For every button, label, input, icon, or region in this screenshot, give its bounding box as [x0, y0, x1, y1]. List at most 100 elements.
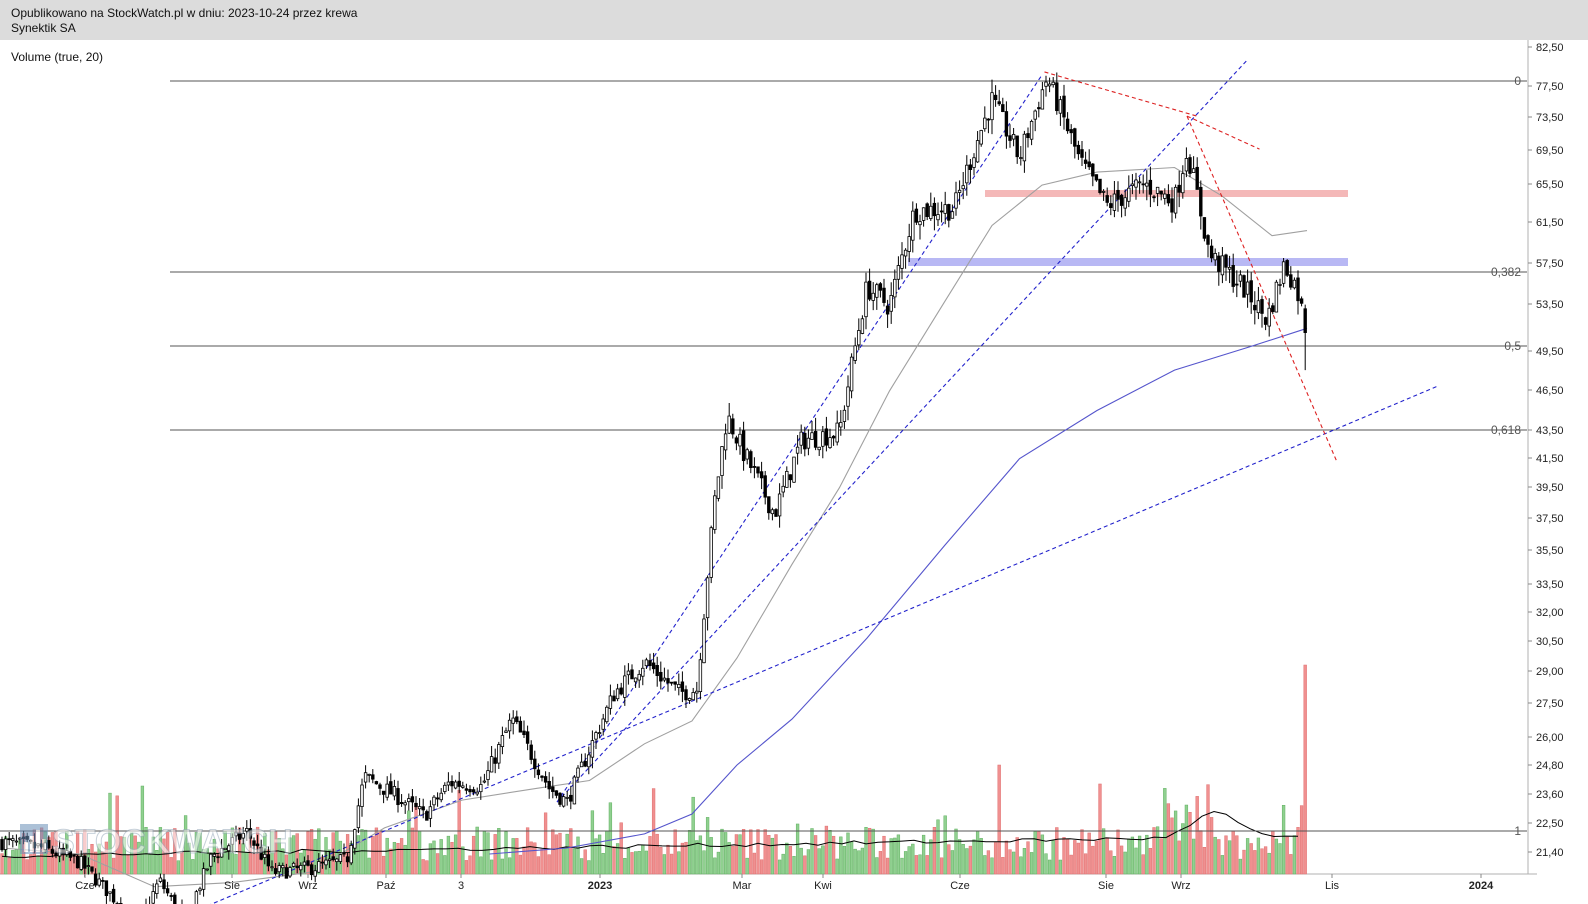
candle [295, 858, 299, 874]
candle [11, 835, 15, 848]
candle [579, 753, 584, 768]
candle [234, 825, 238, 842]
volume-bar [1065, 839, 1070, 875]
volume-bar [500, 858, 505, 875]
candle-body [173, 894, 177, 904]
candle [119, 897, 123, 904]
candle [921, 207, 926, 227]
candle [702, 613, 706, 664]
candle-body [72, 854, 76, 857]
candle [1083, 151, 1088, 169]
volume-bar [1029, 852, 1034, 875]
volume-bar [590, 810, 595, 875]
volume-bar [921, 834, 926, 875]
candle [558, 792, 562, 807]
fib-levels: 0 0,382 0,5 0,618 1 [0, 74, 1527, 838]
candle [1112, 181, 1117, 218]
candle-body [198, 888, 202, 892]
price-axis: 82,50 77,50 73,50 69,50 65,50 61,50 57,50 53,50… [1528, 42, 1564, 859]
price-zones [908, 190, 1348, 266]
candle [263, 848, 267, 865]
candle [651, 652, 656, 674]
candle-body [1249, 280, 1253, 303]
candle [929, 192, 933, 221]
volume-bar [720, 828, 724, 875]
candle-body [677, 684, 681, 689]
candle-body [896, 265, 901, 280]
candle-body [1001, 104, 1005, 113]
candle [889, 282, 893, 324]
volume-bar [864, 827, 868, 875]
volume-bar [947, 844, 951, 875]
candle-body [227, 845, 231, 852]
candle-body [443, 784, 447, 792]
candle [788, 474, 793, 488]
candle-body [1263, 317, 1268, 325]
candle-body [1004, 111, 1009, 137]
candle-body [968, 164, 973, 170]
candle [489, 746, 494, 773]
candle-body [1278, 284, 1282, 286]
candle [1116, 181, 1120, 212]
volume-bar [540, 849, 544, 875]
volume-bar [983, 855, 987, 875]
candle-body [918, 221, 922, 226]
candle-body [1047, 83, 1052, 87]
moving-averages [1, 166, 1308, 888]
candle-body [223, 847, 227, 851]
candle-body [734, 437, 739, 444]
volume-bar [954, 828, 958, 875]
candle [619, 682, 623, 696]
candle [655, 656, 659, 687]
candle-body [709, 527, 713, 578]
volume-bar [1137, 835, 1142, 875]
candle [435, 792, 440, 807]
candle [385, 776, 389, 801]
volume-bar [1181, 823, 1185, 875]
volume-bar [1155, 826, 1160, 875]
candle [493, 748, 497, 774]
candle [867, 268, 872, 302]
volume-bar [536, 856, 541, 875]
candle-body [414, 802, 418, 808]
candle-body [547, 780, 551, 790]
candle [749, 449, 753, 474]
volume-bar [907, 846, 911, 875]
volume-bar [547, 854, 551, 875]
volume-bar [673, 829, 677, 875]
volume-bar [633, 851, 638, 875]
candle [248, 819, 253, 848]
candle [1055, 72, 1059, 115]
candle [637, 670, 641, 688]
candle-body [749, 451, 753, 469]
candle-body [428, 806, 433, 819]
volume-bar [11, 850, 15, 875]
volume-bar [842, 845, 847, 875]
candle [1145, 170, 1149, 201]
candle-body [61, 847, 65, 855]
candle-body [68, 851, 73, 858]
candle [666, 669, 670, 692]
candle-body [839, 422, 843, 428]
price-tick-label: 33,50 [1536, 579, 1564, 591]
candle [453, 779, 458, 790]
candle-body [0, 839, 4, 851]
candle-body [212, 853, 217, 857]
volume-bar [1217, 839, 1221, 875]
candle [252, 837, 256, 854]
volume-bar [551, 829, 555, 875]
volume-bar [925, 855, 929, 875]
candle-body [810, 432, 814, 440]
candle [507, 713, 512, 739]
candle [198, 886, 202, 895]
candle-body [515, 716, 519, 723]
volume-bar [889, 838, 893, 875]
volume-bar [738, 834, 742, 875]
candle-body [540, 775, 544, 778]
candle-body [986, 118, 991, 121]
candle [950, 204, 955, 219]
candle-body [1101, 190, 1106, 193]
candle [363, 765, 368, 789]
candle-body [1141, 183, 1145, 186]
fib-label: 0,5 [1504, 339, 1521, 353]
